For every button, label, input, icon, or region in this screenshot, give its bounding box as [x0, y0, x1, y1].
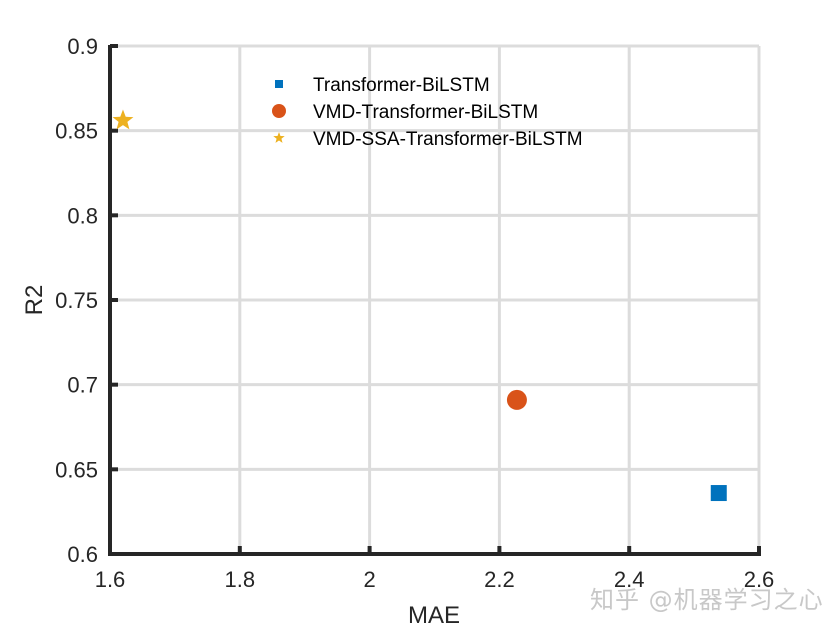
y-tick-label: 0.75	[55, 288, 98, 313]
data-point-circle	[506, 389, 527, 410]
grid-lines	[108, 44, 761, 556]
x-tick-label: 2.2	[484, 567, 515, 592]
legend-item-label: VMD-Transformer-BiLSTM	[313, 102, 538, 123]
y-tick-label: 0.85	[55, 119, 98, 144]
axes	[108, 44, 761, 556]
y-tick-label: 0.9	[67, 34, 98, 59]
watermark: 知乎 @机器学习之心	[590, 586, 824, 614]
y-axis-label: R2	[21, 285, 48, 316]
y-tick-label: 0.7	[67, 373, 98, 398]
data-point-square	[710, 485, 727, 502]
x-tick-label: 1.8	[225, 567, 256, 592]
x-tick-label: 2.4	[614, 567, 645, 592]
x-tick-label: 2.6	[744, 567, 775, 592]
legend-star-icon	[273, 132, 285, 143]
legend-circle-icon	[272, 104, 286, 118]
legend: Transformer-BiLSTM VMD-Transformer-BiLSTM…	[272, 75, 583, 150]
data-point-star	[112, 109, 134, 130]
x-tick-label: 2	[363, 567, 375, 592]
x-tick-label: 1.6	[95, 567, 126, 592]
x-axis-label: MAE	[408, 602, 460, 629]
legend-square-icon	[275, 80, 283, 88]
legend-item-label: Transformer-BiLSTM	[313, 75, 490, 96]
tick-labels: 1.6 1.8 2 2.2 2.4 2.6 0.6 0.65 0.7 0.75 0.8 0.85 0.9	[55, 34, 774, 592]
y-tick-label: 0.65	[55, 457, 98, 482]
legend-item-label: VMD-SSA-Transformer-BiLSTM	[313, 129, 583, 150]
data-points	[112, 109, 727, 502]
y-tick-label: 0.8	[67, 203, 98, 228]
y-tick-label: 0.6	[67, 542, 98, 567]
